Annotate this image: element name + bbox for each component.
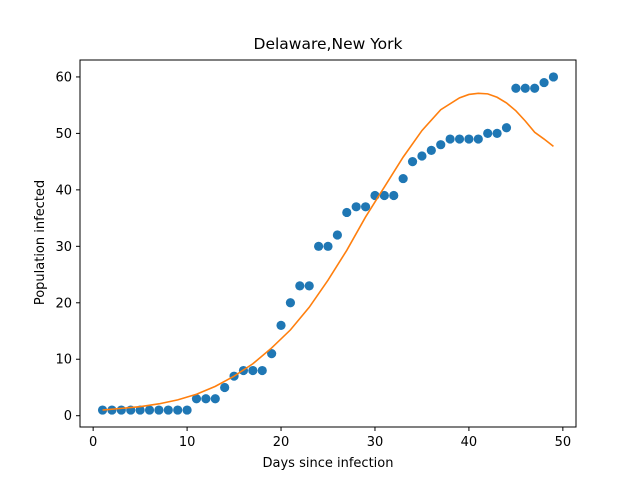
data-point (323, 241, 333, 251)
data-point (295, 281, 305, 291)
data-point (483, 128, 493, 138)
data-point (511, 83, 521, 93)
data-point (210, 394, 220, 404)
data-point (539, 77, 549, 88)
data-point (135, 405, 145, 415)
y-tick-label: 60 (55, 70, 72, 85)
data-point (154, 405, 164, 415)
fit-line (102, 92, 554, 411)
x-tick-label: 0 (89, 435, 97, 450)
y-tick-label: 50 (55, 127, 72, 142)
data-point (464, 134, 474, 144)
data-point (201, 394, 211, 404)
data-point (530, 83, 540, 93)
x-tick-label: 40 (461, 435, 478, 450)
data-point (407, 157, 418, 167)
x-tick-label: 10 (179, 435, 196, 450)
x-axis-label: Days since infection (263, 456, 394, 471)
data-point (314, 241, 324, 251)
data-point (144, 405, 155, 415)
y-axis: 0 10 20 30 40 50 60 (55, 70, 80, 424)
data-point (107, 405, 117, 415)
data-point (342, 207, 352, 218)
data-point (257, 365, 267, 376)
data-point (426, 145, 436, 155)
y-tick-label: 10 (55, 353, 72, 368)
data-point (332, 230, 342, 240)
plot-area (97, 72, 559, 415)
x-tick-label: 20 (273, 435, 290, 450)
data-point (492, 128, 502, 138)
data-point (276, 320, 286, 330)
data-point (220, 382, 230, 393)
data-point (304, 281, 314, 291)
data-point (417, 151, 427, 161)
data-point (520, 83, 530, 93)
data-point (398, 173, 408, 184)
y-tick-label: 40 (55, 183, 72, 198)
data-point (351, 202, 361, 212)
x-tick-label: 30 (367, 435, 384, 450)
data-point (182, 405, 192, 415)
y-axis-label: Population infected (33, 180, 48, 305)
y-tick-label: 20 (55, 296, 72, 311)
data-point (116, 405, 126, 415)
data-point (379, 190, 389, 201)
data-point (173, 405, 183, 415)
data-point (473, 134, 483, 144)
data-point (436, 140, 446, 150)
data-point (454, 134, 465, 144)
axes-frame (79, 59, 577, 428)
data-point (548, 72, 559, 82)
data-point (445, 134, 455, 144)
data-point (163, 405, 173, 415)
data-point (285, 298, 296, 308)
data-point (248, 365, 258, 376)
y-tick-label: 30 (55, 240, 72, 255)
data-point (389, 190, 399, 201)
data-point (267, 349, 277, 359)
x-axis: 0 10 20 30 40 50 (89, 427, 571, 450)
chart-title: Delaware,New York (254, 35, 403, 53)
x-tick-label: 50 (555, 435, 572, 450)
data-point (360, 202, 371, 212)
y-tick-label: 0 (64, 409, 72, 424)
data-point (191, 394, 202, 404)
data-point (501, 123, 512, 133)
